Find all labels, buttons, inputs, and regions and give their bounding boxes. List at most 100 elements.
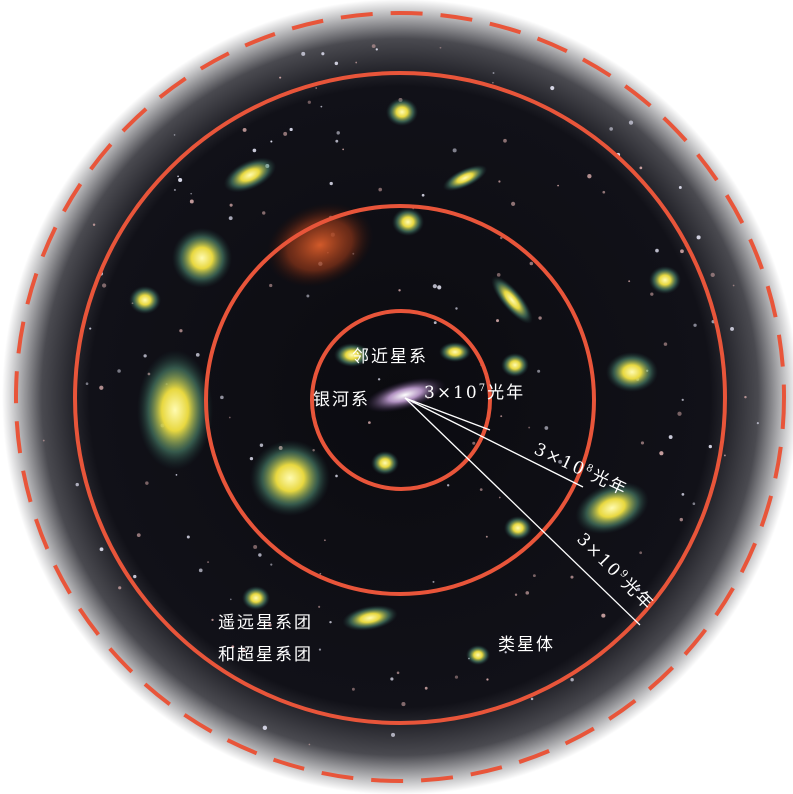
- star: [262, 211, 266, 215]
- star: [229, 598, 232, 601]
- galaxy: [137, 350, 213, 470]
- star: [186, 535, 190, 539]
- star: [289, 127, 293, 132]
- star: [538, 316, 542, 320]
- star: [92, 223, 96, 227]
- star: [433, 321, 437, 325]
- star: [498, 496, 501, 499]
- star: [320, 105, 323, 108]
- star: [102, 283, 107, 288]
- star-field: [42, 44, 759, 746]
- star: [504, 651, 507, 654]
- star: [136, 533, 141, 537]
- galaxy: [504, 516, 532, 540]
- star: [42, 439, 45, 442]
- quasars-label: 类星体: [498, 635, 555, 655]
- star: [500, 236, 503, 240]
- star: [173, 134, 176, 136]
- star: [75, 482, 79, 487]
- star: [636, 587, 641, 592]
- distant-clusters-label: 和超星系团: [218, 645, 313, 665]
- ring: [204, 204, 596, 596]
- nearby-galaxies-label: 邻近星系: [352, 347, 428, 367]
- star: [639, 551, 643, 555]
- galaxy: [266, 202, 374, 288]
- star: [301, 51, 306, 56]
- galaxy: [386, 98, 418, 126]
- star: [570, 575, 574, 579]
- distant-clusters-label: 遥远星系团: [218, 613, 313, 633]
- star: [500, 415, 503, 418]
- star: [602, 190, 606, 194]
- star: [368, 421, 371, 424]
- star: [85, 382, 89, 386]
- star: [195, 352, 200, 357]
- star: [390, 677, 394, 681]
- star: [396, 671, 400, 675]
- galaxy: [442, 164, 488, 192]
- star: [486, 678, 489, 681]
- star: [334, 61, 339, 66]
- star: [253, 544, 258, 549]
- ring: [73, 71, 727, 725]
- star: [677, 411, 682, 416]
- star: [498, 180, 501, 183]
- star: [220, 395, 224, 400]
- star: [99, 385, 104, 390]
- star: [228, 416, 231, 419]
- star: [89, 327, 92, 330]
- galaxies: [129, 98, 681, 665]
- star: [283, 131, 288, 136]
- milky-way-label: 银河系: [313, 390, 370, 410]
- star: [329, 620, 332, 624]
- star: [640, 441, 645, 445]
- galaxy: [501, 353, 529, 377]
- star: [315, 87, 318, 89]
- star: [371, 44, 376, 49]
- star: [529, 261, 534, 266]
- star: [307, 100, 311, 104]
- star: [375, 48, 378, 51]
- star: [198, 568, 203, 573]
- star: [681, 493, 685, 496]
- star: [321, 52, 325, 56]
- star: [355, 61, 358, 64]
- radius-line: [404, 397, 584, 488]
- star: [306, 294, 310, 298]
- star: [252, 148, 257, 153]
- star: [659, 451, 664, 456]
- star: [655, 248, 659, 253]
- star: [342, 148, 344, 151]
- star: [679, 517, 683, 522]
- star: [492, 81, 494, 84]
- star: [177, 175, 179, 178]
- star: [118, 586, 122, 590]
- star: [351, 687, 355, 691]
- quasar: [466, 645, 490, 665]
- star: [270, 563, 273, 566]
- star: [455, 307, 458, 310]
- star: [479, 488, 483, 491]
- radius-line: [404, 397, 491, 431]
- galaxy: [649, 266, 681, 294]
- star: [421, 193, 425, 197]
- star: [756, 422, 759, 425]
- star: [472, 441, 476, 445]
- distance-unit: 光年: [487, 383, 525, 403]
- star: [99, 547, 104, 552]
- star: [259, 443, 264, 447]
- radius-lines: [404, 397, 641, 626]
- star: [145, 481, 149, 485]
- galaxy: [439, 342, 471, 362]
- ring: [310, 309, 492, 491]
- star: [609, 127, 613, 131]
- star: [663, 342, 668, 346]
- star: [485, 535, 488, 538]
- star: [324, 539, 326, 542]
- galaxy: [342, 605, 398, 631]
- star: [175, 474, 178, 476]
- star: [532, 574, 536, 578]
- star: [336, 131, 340, 135]
- star: [530, 697, 534, 701]
- galaxy: [491, 276, 533, 324]
